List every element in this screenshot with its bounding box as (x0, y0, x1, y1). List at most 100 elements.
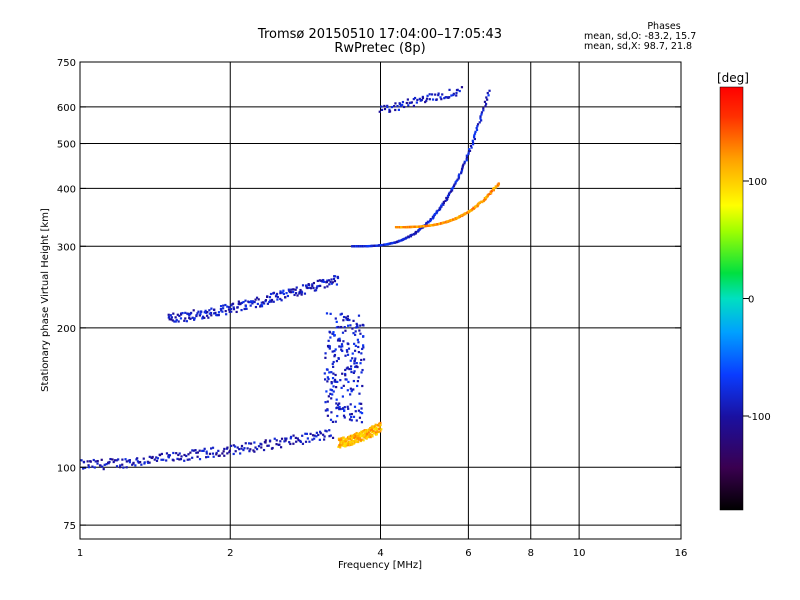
echo-point (279, 290, 282, 293)
echo-point (420, 227, 423, 230)
echo-point (342, 444, 345, 448)
echo-point (331, 436, 335, 439)
echo-point (346, 315, 350, 318)
echo-point (358, 402, 361, 405)
y-tick-label: 750 (57, 58, 76, 69)
echo-point (467, 152, 470, 156)
echo-point (351, 327, 354, 330)
echo-point (356, 365, 359, 369)
echo-point (222, 307, 225, 310)
echo-point (99, 464, 102, 467)
echo-point (329, 312, 332, 315)
x-tick-label: 4 (377, 548, 383, 559)
echo-point (323, 372, 326, 375)
echo-point (317, 433, 320, 437)
echo-point (354, 434, 357, 437)
echo-point (134, 464, 137, 467)
echo-point (80, 459, 83, 462)
echo-point (393, 241, 396, 244)
echo-point (201, 449, 204, 452)
echo-point (348, 435, 351, 438)
echo-point (354, 326, 358, 329)
echo-point (358, 436, 361, 439)
echo-point (197, 310, 200, 313)
colorbar-tick-label: -100 (748, 412, 771, 423)
echo-point (199, 310, 203, 313)
echo-point (336, 380, 339, 384)
echo-point (363, 436, 366, 439)
echo-point (339, 379, 342, 382)
echo-point (273, 437, 276, 440)
echo-point (244, 305, 247, 308)
echo-point (341, 372, 344, 375)
echo-point (325, 390, 328, 393)
echo-point (187, 453, 190, 456)
echo-point (221, 452, 224, 455)
echo-point (84, 466, 87, 469)
echo-point (344, 440, 347, 443)
echo-point (371, 425, 374, 428)
echo-point (311, 434, 315, 437)
echo-point (177, 453, 180, 457)
echo-point (220, 309, 223, 312)
echo-point (339, 313, 342, 316)
echo-point (333, 334, 336, 337)
echo-point (230, 307, 233, 311)
echo-point (247, 300, 250, 303)
echo-point (326, 285, 329, 288)
echo-point (367, 431, 371, 434)
echo-point (410, 101, 413, 104)
echo-point (339, 443, 342, 447)
echo-point (366, 435, 369, 438)
echo-point (476, 123, 480, 126)
echo-point (401, 103, 404, 106)
echo-point (262, 302, 266, 305)
echo-point (179, 317, 183, 320)
echo-point (204, 309, 207, 312)
echo-point (354, 436, 357, 439)
echo-point (336, 275, 339, 279)
echo-point (221, 310, 224, 313)
echo-point (474, 130, 477, 133)
echo-point (440, 204, 443, 207)
echo-point (490, 189, 494, 192)
echo-point (360, 407, 363, 410)
echo-point (426, 224, 429, 227)
echo-point (205, 456, 208, 459)
echo-point (348, 418, 352, 421)
echo-point (286, 294, 290, 298)
x-axis-label: Frequency [MHz] (338, 560, 422, 571)
echo-point (118, 466, 122, 469)
echo-point (386, 242, 389, 246)
echo-point (237, 300, 240, 303)
echo-point (342, 384, 345, 387)
echo-point (332, 332, 335, 336)
echo-point (487, 94, 490, 97)
echo-point (460, 167, 464, 171)
echo-point (445, 96, 448, 99)
echo-point (328, 347, 331, 350)
echo-point (324, 356, 327, 359)
echo-point (194, 449, 197, 452)
echo-point (336, 403, 340, 406)
echo-point (262, 448, 266, 452)
echo-point (279, 297, 282, 301)
echo-point (325, 430, 328, 433)
echo-point (478, 121, 481, 124)
echo-point (412, 104, 416, 107)
echo-point (272, 300, 275, 303)
echo-point (379, 430, 382, 433)
echo-point (345, 444, 349, 447)
echo-point (222, 450, 225, 453)
echo-point (352, 439, 355, 443)
echo-point (362, 346, 365, 349)
echo-point (178, 458, 181, 461)
echo-point (121, 458, 124, 461)
echo-point (344, 368, 347, 372)
echo-point (143, 461, 146, 464)
echo-point (355, 431, 358, 435)
echo-point (217, 311, 221, 314)
echo-point (325, 280, 329, 284)
echo-point (405, 101, 408, 105)
echo-point (96, 459, 99, 463)
